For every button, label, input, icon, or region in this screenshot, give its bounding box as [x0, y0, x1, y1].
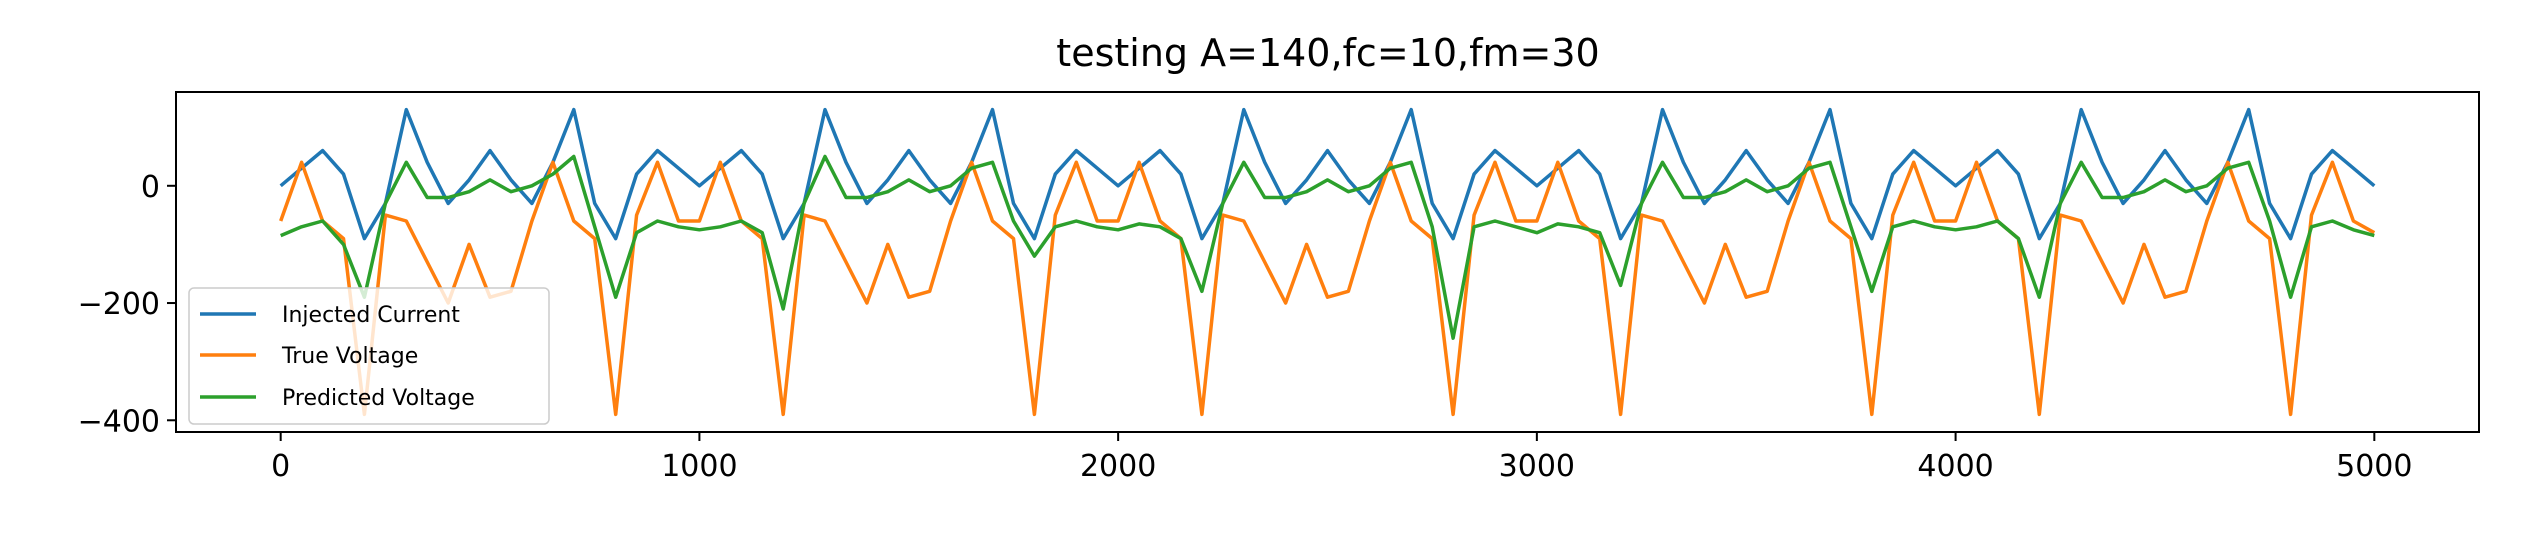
x-tick-label: 1000 [661, 449, 737, 484]
series-layer [279, 107, 2376, 417]
series-line-injected-current [279, 107, 2376, 241]
plot-frame [175, 91, 2480, 433]
y-tick-label: −400 [78, 404, 160, 439]
x-axis: 0 1000 2000 3000 4000 5000 [271, 432, 2412, 484]
x-tick-label: 5000 [2336, 449, 2412, 484]
legend-box [188, 287, 550, 425]
y-axis: 0 −200 −400 [78, 170, 176, 439]
x-tick-label: 4000 [1917, 449, 1993, 484]
series-line-true-voltage [279, 160, 2376, 417]
chart-title: testing A=140,fc=10,fm=30 [1056, 31, 1599, 75]
x-tick-label: 3000 [1499, 449, 1575, 484]
series-line-predicted-voltage [280, 154, 2375, 340]
y-tick-label: −200 [78, 287, 160, 322]
y-tick-label: 0 [141, 170, 160, 205]
x-tick-label: 2000 [1080, 449, 1156, 484]
legend-label-injected-current: Injected Current [282, 303, 460, 328]
legend-label-true-voltage: True Voltage [281, 344, 418, 369]
legend-label-predicted-voltage: Predicted Voltage [282, 386, 475, 411]
legend: Injected Current True Voltage Predicted … [188, 287, 550, 425]
x-tick-label: 0 [271, 449, 290, 484]
